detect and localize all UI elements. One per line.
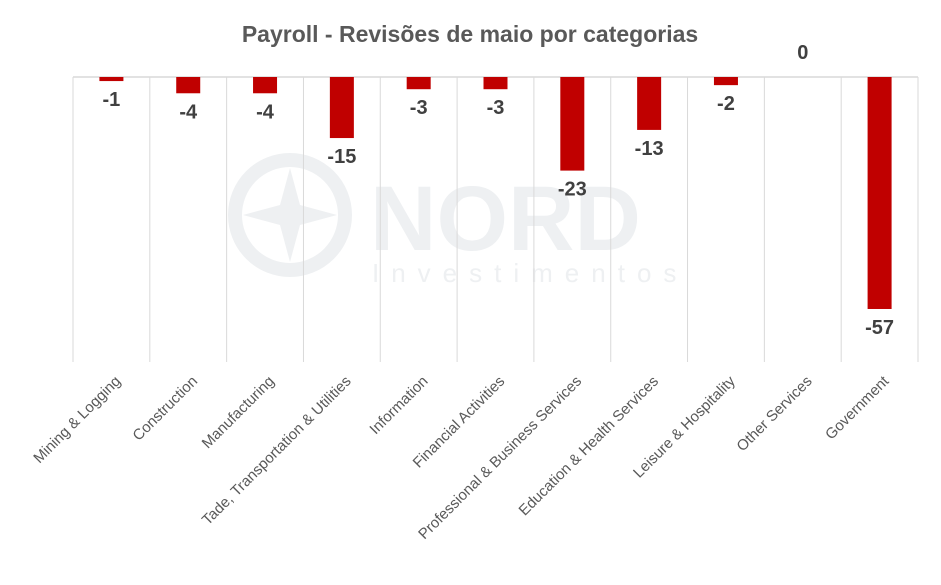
category-gridlines — [72, 77, 919, 362]
data-labels: -1 -4 -4 -15 -3 -3 -23 -13 -2 0 -57 — [103, 42, 895, 339]
category-tick-label: Construction — [129, 373, 201, 445]
category-tick-label: Government — [822, 372, 893, 443]
chart-title: Payroll - Revisões de maio por categoria… — [242, 21, 698, 47]
bar — [253, 77, 278, 94]
watermark: NORD Investimentos — [228, 153, 688, 288]
data-label: -3 — [410, 97, 428, 119]
bar — [406, 77, 431, 90]
bar-series — [99, 77, 892, 309]
category-tick-label: Mining & Logging — [30, 373, 124, 467]
bar — [637, 77, 662, 130]
data-label: -57 — [865, 317, 894, 339]
data-label: -2 — [717, 93, 735, 115]
bar — [329, 77, 354, 139]
bar — [176, 77, 201, 94]
category-tick-label: Other Services — [733, 373, 815, 455]
category-tick-label: Information — [366, 373, 431, 438]
category-tick-label: Education & Health Services — [516, 373, 662, 519]
data-label: -4 — [179, 101, 198, 123]
data-label: -4 — [256, 101, 275, 123]
category-tick-label: Tade, Transportation & Utilities — [199, 373, 355, 529]
bar — [483, 77, 508, 90]
category-tick-label: Manufacturing — [199, 373, 278, 452]
bar — [867, 77, 892, 309]
data-label: -15 — [327, 146, 356, 168]
data-label: -13 — [635, 138, 664, 160]
watermark-subtitle: Investimentos — [372, 258, 688, 288]
category-tick-labels: Mining & Logging ConstructionManufacturin… — [30, 372, 893, 543]
category-tick-label: Professional & Business Services — [415, 373, 585, 543]
data-label: 0 — [797, 42, 808, 64]
data-label: -1 — [103, 89, 121, 111]
data-label: -23 — [558, 179, 587, 201]
watermark-compass-icon — [243, 168, 337, 262]
bar — [560, 77, 585, 171]
watermark-logo-ring — [228, 153, 352, 277]
bar — [713, 77, 738, 86]
watermark-brand: NORD — [370, 168, 641, 270]
data-label: -3 — [487, 97, 505, 119]
bar — [99, 77, 124, 82]
